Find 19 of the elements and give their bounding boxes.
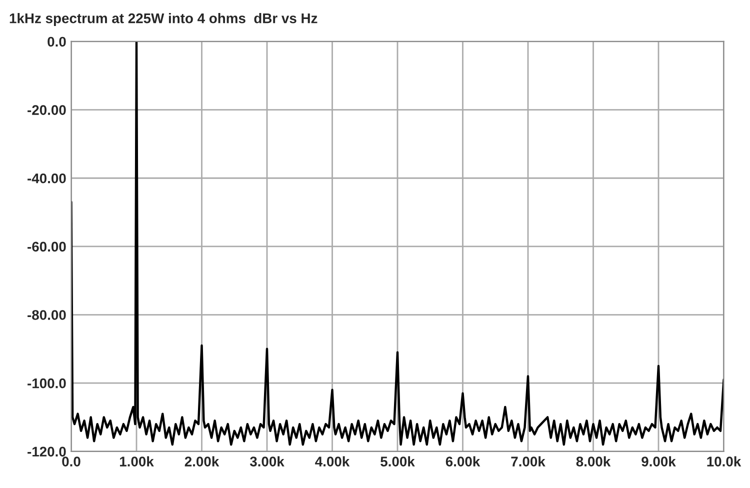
- y-tick-label: -120.0: [28, 446, 66, 457]
- x-tick-label: 1.00k: [120, 456, 154, 466]
- y-tick-label: -60.00: [28, 242, 66, 252]
- x-tick-label: 9.00k: [642, 456, 676, 466]
- x-tick-label: 10.0k: [707, 456, 742, 466]
- chart-title: 1kHz spectrum at 225W into 4 ohms dBr vs Hz: [10, 13, 318, 26]
- x-tick-label: 0.0: [62, 456, 80, 466]
- y-tick-label: 0.0: [48, 36, 66, 47]
- x-tick-label: 8.00k: [576, 456, 611, 466]
- x-tick-label: 6.00k: [446, 456, 480, 466]
- x-tick-label: 5.00k: [380, 456, 415, 466]
- x-tick-label: 3.00k: [250, 456, 284, 466]
- y-tick-label: -100.0: [28, 378, 66, 388]
- x-tick-label: 7.00k: [511, 456, 546, 466]
- y-tick-label: -20.00: [28, 105, 66, 115]
- y-tick-label: -40.00: [28, 173, 66, 184]
- y-tick-label: -80.00: [28, 310, 66, 320]
- x-tick-label: 2.00k: [184, 456, 220, 466]
- x-tick-label: 4.00k: [315, 456, 350, 466]
